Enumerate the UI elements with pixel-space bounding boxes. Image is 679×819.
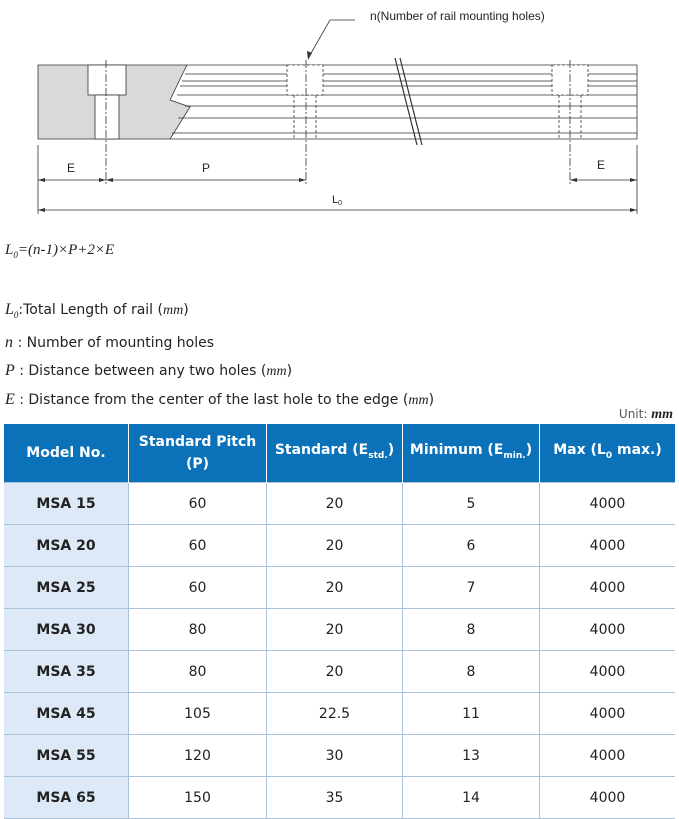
cell-pitch: 60 [128,524,267,567]
cell-max: 4000 [539,692,675,735]
cell-model: MSA 30 [4,608,129,651]
cell-pitch: 150 [128,776,267,819]
cell-pitch: 80 [128,608,267,651]
header-model: Model No. [4,424,129,483]
cell-model: MSA 20 [4,524,129,567]
length-formula: L0=(n-1)×P+2×E [5,242,115,260]
cell-model: MSA 45 [4,692,129,735]
rail-length-table: Model No. Standard Pitch (P) Standard (Es… [4,424,675,819]
cell-pitch: 80 [128,650,267,693]
dim-l0: L0 [332,194,342,207]
cell-model: MSA 15 [4,482,129,525]
unit-label: Unit: mm [618,407,673,422]
definition-l0: L0:Total Length of rail (mm) [5,301,189,320]
cell-minimum: 8 [402,608,540,651]
dim-e-right: E [597,158,605,172]
cell-max: 4000 [539,608,675,651]
cell-minimum: 8 [402,650,540,693]
cell-max: 4000 [539,776,675,819]
cell-standard: 35 [266,776,403,819]
definitions-list: L0:Total Length of rail (mm) n : Number … [5,296,434,415]
cell-model: MSA 55 [4,734,129,777]
definition-p: P : Distance between any two holes (mm) [5,361,293,379]
definition-e: E : Distance from the center of the last… [5,390,435,408]
cell-max: 4000 [539,566,675,609]
table-row: MSA 65 150 35 14 4000 [4,776,675,819]
cell-standard: 22.5 [266,692,403,735]
cell-pitch: 120 [128,734,267,777]
cell-standard: 20 [266,566,403,609]
cell-model: MSA 35 [4,650,129,693]
header-pitch: Standard Pitch (P) [128,424,267,483]
cell-standard: 20 [266,650,403,693]
cell-model: MSA 25 [4,566,129,609]
cell-standard: 20 [266,608,403,651]
cell-max: 4000 [539,650,675,693]
cell-minimum: 6 [402,524,540,567]
cell-minimum: 7 [402,566,540,609]
definition-n: n : Number of mounting holes [5,333,215,351]
cell-minimum: 13 [402,734,540,777]
cell-minimum: 11 [402,692,540,735]
cell-minimum: 14 [402,776,540,819]
cell-pitch: 60 [128,566,267,609]
cell-standard: 20 [266,482,403,525]
cell-max: 4000 [539,482,675,525]
table-row: MSA 55 120 30 13 4000 [4,734,675,777]
header-minimum: Minimum (Emin.) [402,424,540,483]
cell-pitch: 60 [128,482,267,525]
cell-minimum: 5 [402,482,540,525]
cell-standard: 30 [266,734,403,777]
cell-model: MSA 65 [4,776,129,819]
table-row: MSA 20 60 20 6 4000 [4,524,675,567]
cell-pitch: 105 [128,692,267,735]
dim-p: P [202,161,210,175]
header-standard: Standard (Estd.) [266,424,403,483]
table-row: MSA 45 105 22.5 11 4000 [4,692,675,735]
callout-label: n(Number of rail mounting holes) [370,9,545,23]
table-row: MSA 30 80 20 8 4000 [4,608,675,651]
table-row: MSA 25 60 20 7 4000 [4,566,675,609]
cell-max: 4000 [539,734,675,777]
table-row: MSA 15 60 20 5 4000 [4,482,675,525]
cell-max: 4000 [539,524,675,567]
rail-drawing: n(Number of rail mounting holes) E P E L… [37,9,638,214]
header-max: Max (L0 max.) [539,424,675,483]
table-row: MSA 35 80 20 8 4000 [4,650,675,693]
cell-standard: 20 [266,524,403,567]
table-header-row: Model No. Standard Pitch (P) Standard (Es… [4,424,675,483]
dim-e-left: E [67,161,75,175]
